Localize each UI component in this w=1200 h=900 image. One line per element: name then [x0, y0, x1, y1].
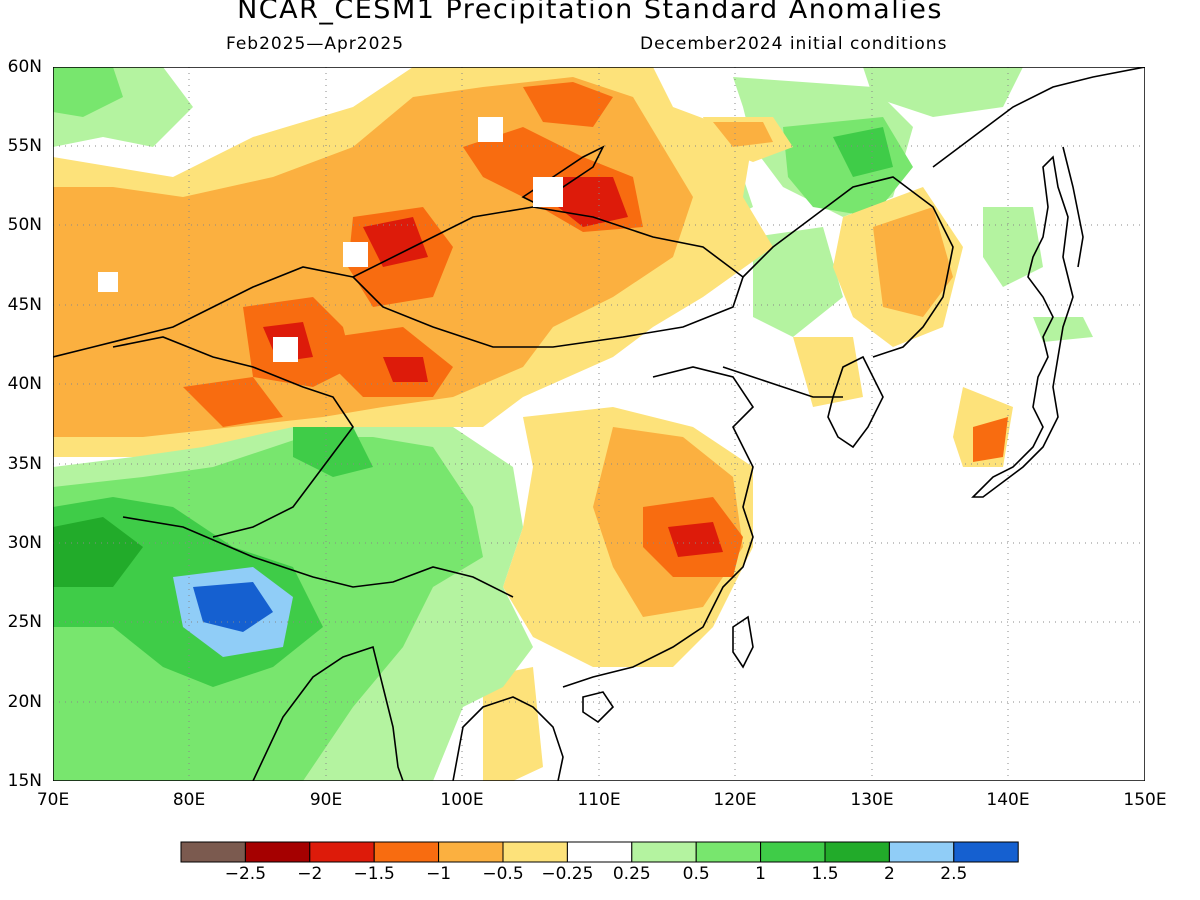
anomaly-region — [983, 207, 1043, 287]
anomaly-region — [793, 337, 863, 407]
anomaly-region — [833, 127, 893, 177]
colorbar-swatch — [502, 841, 568, 863]
lon-label: 140E — [986, 790, 1030, 810]
lat-label: 60N — [7, 57, 42, 77]
lat-label: 15N — [7, 771, 42, 791]
anomaly-region — [183, 377, 283, 427]
colorbar-tick-label: 0.5 — [682, 864, 710, 884]
lon-label: 80E — [172, 790, 206, 810]
colorbar-swatch — [309, 841, 375, 863]
anomaly-region — [873, 207, 953, 317]
colorbar-swatch — [760, 841, 826, 863]
lon-label: 150E — [1123, 790, 1167, 810]
forecast-period: Feb2025—Apr2025 — [226, 34, 405, 54]
anomaly-region — [383, 357, 428, 382]
lat-label: 55N — [7, 136, 42, 156]
lon-label: 110E — [577, 790, 621, 810]
colorbar-swatch — [438, 841, 504, 863]
colorbar-tick-label: −2 — [297, 864, 323, 884]
colorbar-tick-label: −2.5 — [224, 864, 267, 884]
colorbar-tick-label: 1 — [755, 864, 766, 884]
colorbar-swatch — [566, 841, 633, 863]
colorbar-swatch — [180, 841, 246, 863]
lon-label: 120E — [713, 790, 757, 810]
colorbar-tick-label: 2 — [883, 864, 895, 884]
anomaly-region — [53, 517, 143, 587]
anomaly-map — [53, 67, 1145, 781]
lat-label: 25N — [7, 612, 42, 632]
lat-label: 35N — [7, 454, 42, 474]
colorbar-tick-label: 0.25 — [612, 864, 651, 884]
colorbar-tick-label: −0.5 — [482, 864, 524, 884]
colorbar-swatch — [631, 841, 697, 863]
anomaly-region — [753, 227, 843, 337]
anomaly-region — [553, 177, 628, 227]
lon-label: 70E — [36, 790, 70, 810]
colorbar-swatch — [373, 841, 440, 863]
colorbar-swatch — [824, 841, 890, 863]
anomaly-region — [193, 582, 273, 632]
colorbar-tick-label: −0.25 — [541, 864, 594, 884]
anomaly-region — [668, 522, 723, 557]
lon-label: 90E — [309, 790, 343, 810]
anomaly-region — [363, 217, 428, 267]
initial-conditions: December2024 initial conditions — [640, 34, 948, 54]
anomaly-region — [863, 67, 1023, 117]
colorbar-swatch — [695, 841, 762, 863]
colorbar-swatch — [888, 841, 955, 863]
anomaly-region — [483, 667, 543, 781]
map-title: NCAR_CESM1 Precipitation Standard Anomal… — [237, 0, 943, 25]
anomaly-region — [973, 417, 1008, 462]
colorbar — [180, 841, 1019, 863]
anomaly-region — [523, 82, 613, 127]
lat-label: 40N — [7, 374, 42, 394]
lat-label: 20N — [7, 692, 42, 712]
colorbar-swatch — [244, 841, 311, 863]
anomaly-region — [53, 67, 123, 117]
lat-label: 50N — [7, 215, 42, 235]
colorbar-swatch — [953, 841, 1019, 863]
colorbar-tick-label: 2.5 — [940, 864, 968, 884]
lat-label: 45N — [7, 295, 42, 315]
anomaly-region — [713, 122, 773, 147]
lon-label: 130E — [850, 790, 894, 810]
colorbar-tick-label: −1.5 — [353, 864, 395, 884]
lon-label: 100E — [440, 790, 484, 810]
lat-label: 30N — [7, 533, 42, 553]
colorbar-tick-label: −1 — [426, 864, 452, 884]
coastlines — [53, 67, 1145, 781]
colorbar-tick-label: 1.5 — [811, 864, 839, 884]
